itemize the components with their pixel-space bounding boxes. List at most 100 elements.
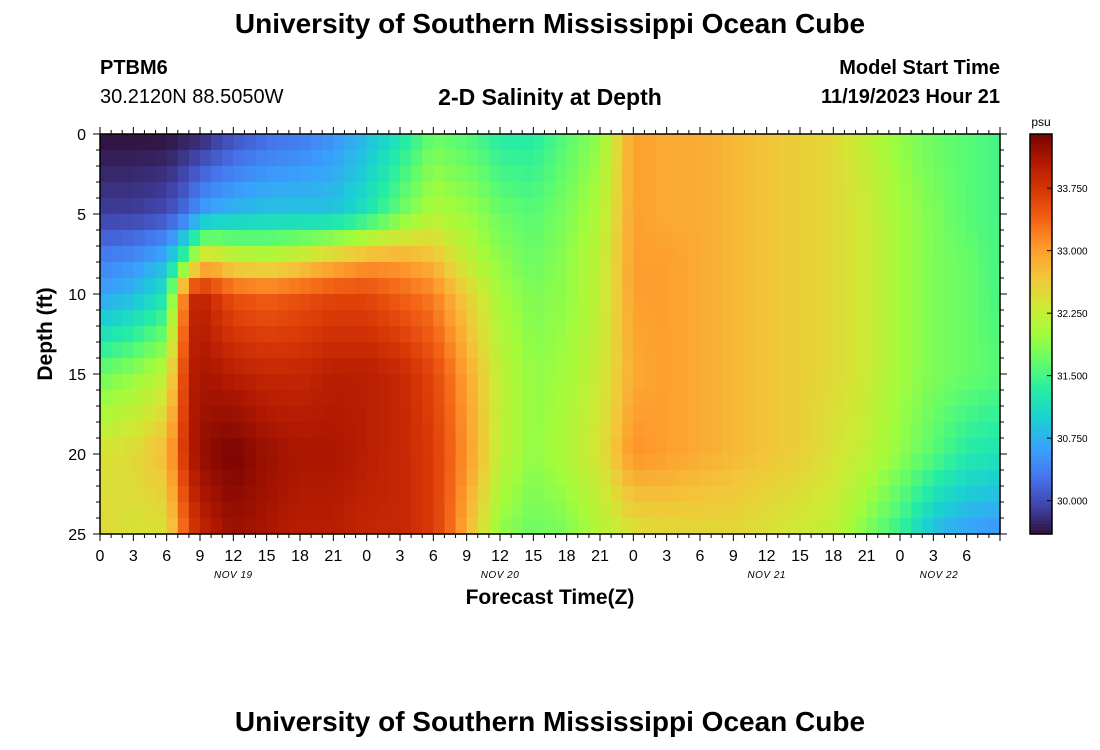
heatmap-cell	[933, 390, 946, 407]
heatmap-cell	[188, 278, 201, 295]
heatmap-cell	[300, 150, 312, 167]
heatmap-cell	[177, 214, 190, 231]
heatmap-cell	[488, 262, 501, 279]
heatmap-cell	[577, 518, 590, 535]
colorbar-segment	[1030, 514, 1052, 518]
heatmap-cell	[544, 518, 557, 535]
heatmap-cell	[333, 422, 346, 439]
heatmap-cell	[166, 342, 179, 359]
heatmap-cell	[200, 294, 212, 311]
heatmap-cell	[666, 454, 679, 471]
colorbar-segment	[1030, 264, 1052, 268]
heatmap-cell	[166, 438, 179, 455]
heatmap-cell	[255, 422, 268, 439]
heatmap-cell	[566, 422, 579, 439]
heatmap-cell	[544, 326, 557, 343]
heatmap-cell	[555, 310, 568, 327]
heatmap-cell	[311, 262, 323, 279]
heatmap-cell	[500, 454, 512, 471]
heatmap-cell	[922, 262, 934, 279]
heatmap-cell	[744, 262, 757, 279]
heatmap-cell	[944, 374, 957, 391]
heatmap-cell	[866, 358, 879, 375]
colorbar-segment	[1030, 420, 1052, 425]
heatmap-cell	[500, 214, 512, 231]
heatmap-cell	[922, 246, 934, 263]
heatmap-cell	[955, 518, 968, 535]
colorbar-tick-label: 31.500	[1057, 372, 1088, 383]
y-tick-label: 10	[68, 287, 86, 304]
heatmap-cell	[622, 470, 634, 487]
heatmap-cell	[533, 374, 546, 391]
heatmap-cell	[700, 470, 712, 487]
heatmap-cell	[377, 438, 390, 455]
heatmap-cell	[266, 390, 279, 407]
heatmap-cell	[511, 486, 523, 503]
heatmap-cell	[888, 486, 901, 503]
heatmap-cell	[344, 422, 357, 439]
heatmap-cell	[533, 326, 546, 343]
heatmap-cell	[333, 406, 346, 423]
heatmap-cell	[111, 470, 123, 487]
heatmap-cell	[577, 342, 590, 359]
heatmap-cell	[722, 230, 734, 247]
heatmap-cell	[555, 486, 568, 503]
heatmap-cell	[966, 518, 979, 535]
heatmap-cell	[722, 406, 734, 423]
colorbar-segment	[1030, 267, 1052, 272]
colorbar-segment	[1030, 454, 1052, 458]
heatmap-cell	[277, 374, 290, 391]
heatmap-cell	[811, 150, 823, 167]
heatmap-cell	[200, 438, 212, 455]
heatmap-cell	[655, 262, 668, 279]
heatmap-cell	[788, 342, 801, 359]
heatmap-cell	[811, 390, 823, 407]
x-tick-label: 15	[258, 548, 276, 565]
heatmap-cell	[455, 214, 468, 231]
heatmap-cell	[188, 422, 201, 439]
heatmap-cell	[800, 150, 812, 167]
heatmap-cell	[322, 198, 334, 215]
heatmap-cell	[533, 182, 546, 199]
heatmap-cell	[511, 518, 523, 535]
heatmap-cell	[433, 486, 446, 503]
heatmap-cell	[600, 278, 612, 295]
heatmap-cell	[233, 326, 246, 343]
colorbar-segment	[1030, 357, 1052, 362]
heatmap-cell	[433, 342, 446, 359]
heatmap-cell	[266, 310, 279, 327]
heatmap-cell	[433, 198, 446, 215]
colorbar-segment	[1030, 380, 1052, 385]
heatmap-cell	[644, 230, 657, 247]
heatmap-cell	[488, 230, 501, 247]
heatmap-cell	[622, 246, 634, 263]
heatmap-cell	[122, 486, 134, 503]
heatmap-cell	[155, 262, 168, 279]
heatmap-cell	[644, 502, 657, 519]
heatmap-cell	[322, 166, 334, 183]
heatmap-cell	[455, 262, 468, 279]
heatmap-cell	[800, 310, 812, 327]
heatmap-cell	[544, 342, 557, 359]
heatmap-cell	[511, 470, 523, 487]
heatmap-cell	[644, 278, 657, 295]
heatmap-cell	[755, 230, 768, 247]
heatmap-cell	[333, 342, 346, 359]
heatmap-cell	[444, 470, 457, 487]
heatmap-cell	[944, 502, 957, 519]
heatmap-cell	[133, 246, 146, 263]
heatmap-cell	[811, 182, 823, 199]
heatmap-cell	[333, 470, 346, 487]
heatmap-cell	[244, 230, 257, 247]
heatmap-cell	[633, 518, 646, 535]
heatmap-cell	[700, 486, 712, 503]
heatmap-cell	[388, 214, 401, 231]
heatmap-cell	[477, 150, 490, 167]
heatmap-cell	[855, 198, 868, 215]
heatmap-cell	[688, 278, 701, 295]
heatmap-cell	[444, 518, 457, 535]
heatmap-cell	[388, 134, 401, 151]
heatmap-cell	[855, 342, 868, 359]
heatmap-cell	[777, 438, 790, 455]
heatmap-cell	[744, 230, 757, 247]
